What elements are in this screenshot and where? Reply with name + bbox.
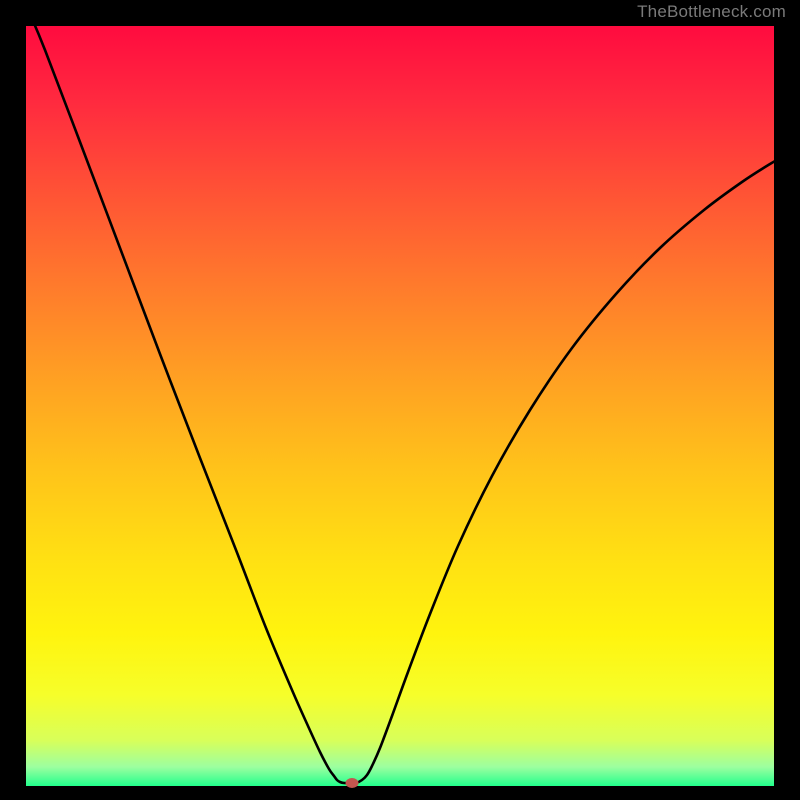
chart-background bbox=[26, 26, 774, 786]
bottleneck-chart bbox=[0, 0, 800, 800]
optimal-point-marker bbox=[346, 778, 359, 788]
stage: TheBottleneck.com bbox=[0, 0, 800, 800]
watermark-text: TheBottleneck.com bbox=[637, 2, 786, 22]
